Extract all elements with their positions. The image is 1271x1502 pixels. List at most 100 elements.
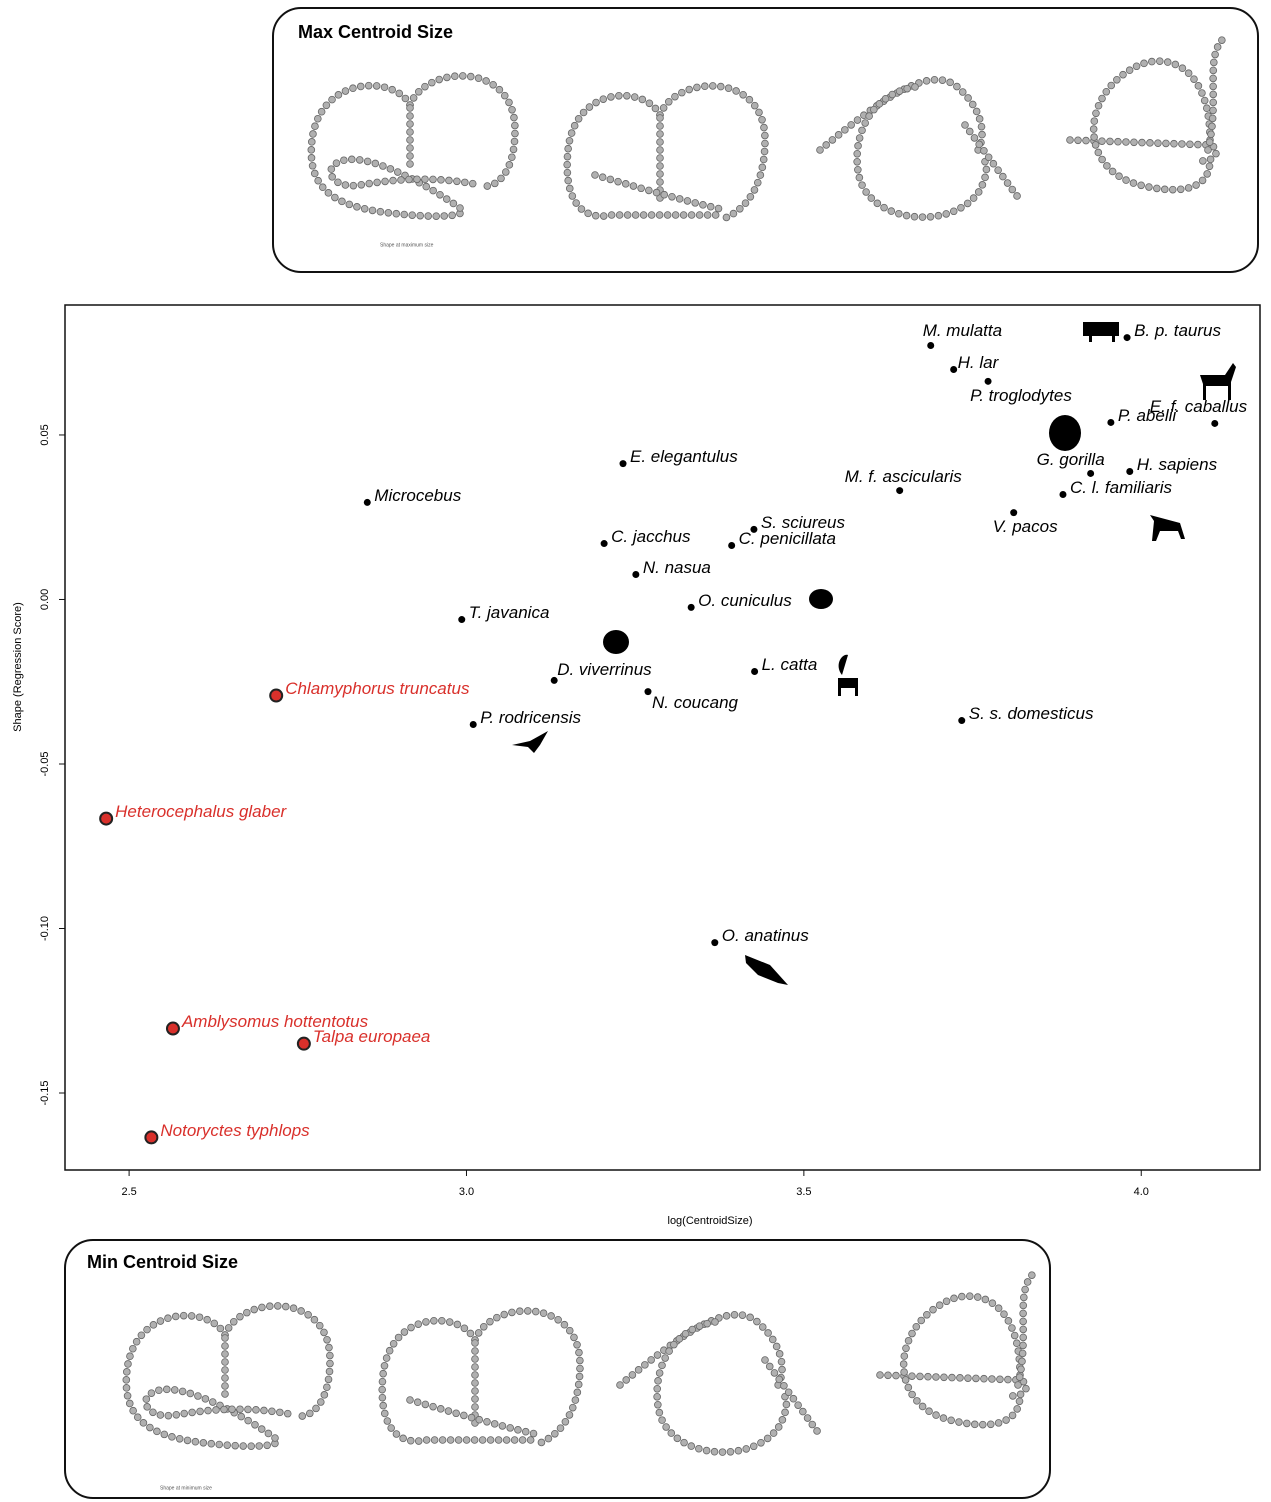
landmark bbox=[363, 157, 372, 166]
point bbox=[644, 688, 652, 696]
x-axis-label: log(CentroidSize) bbox=[668, 1215, 753, 1227]
landmark bbox=[1206, 155, 1215, 164]
landmark bbox=[599, 212, 608, 220]
landmark bbox=[565, 137, 574, 145]
landmark bbox=[781, 1408, 789, 1417]
landmark bbox=[406, 136, 414, 144]
landmark bbox=[409, 94, 418, 102]
landmark bbox=[373, 178, 381, 187]
landmark bbox=[1210, 58, 1218, 67]
landmark bbox=[153, 1427, 161, 1436]
landmark bbox=[1207, 130, 1215, 139]
landmark bbox=[505, 161, 514, 169]
dog-icon bbox=[1150, 515, 1185, 541]
landmark bbox=[1178, 140, 1186, 148]
landmark bbox=[1019, 1309, 1027, 1318]
landmark bbox=[722, 213, 731, 222]
platypus-icon bbox=[745, 955, 788, 985]
landmark bbox=[742, 1445, 751, 1453]
landmark bbox=[670, 1340, 678, 1349]
landmark bbox=[244, 1405, 252, 1414]
landmark bbox=[994, 166, 1002, 174]
landmark bbox=[702, 1446, 711, 1455]
landmark bbox=[760, 123, 768, 132]
landmark bbox=[746, 1313, 754, 1322]
landmark bbox=[508, 1308, 516, 1317]
landmark bbox=[948, 1373, 956, 1382]
landmark bbox=[847, 121, 855, 129]
landmark bbox=[1129, 179, 1138, 187]
landmark bbox=[703, 211, 712, 219]
landmark bbox=[1194, 82, 1203, 90]
landmark bbox=[755, 108, 763, 117]
landmark bbox=[509, 145, 518, 154]
landmark bbox=[904, 1336, 913, 1345]
landmark bbox=[665, 1347, 673, 1355]
landmark bbox=[379, 1369, 387, 1378]
landmark bbox=[471, 1347, 479, 1355]
landmark bbox=[988, 1299, 997, 1308]
landmark bbox=[440, 212, 448, 220]
landmark bbox=[486, 1317, 494, 1326]
point-label: O. cuniculus bbox=[698, 591, 792, 610]
landmark bbox=[445, 176, 453, 185]
point bbox=[1123, 334, 1131, 342]
landmark bbox=[978, 1420, 987, 1429]
landmark bbox=[297, 1307, 305, 1315]
landmark bbox=[615, 91, 623, 100]
landmark bbox=[516, 1307, 524, 1316]
landmark bbox=[1098, 155, 1106, 164]
landmark bbox=[221, 1334, 229, 1342]
landmark bbox=[930, 75, 939, 84]
landmark bbox=[170, 1386, 179, 1394]
landmark bbox=[1090, 133, 1098, 141]
landmark bbox=[706, 202, 715, 211]
landmark bbox=[1091, 141, 1100, 149]
landmark bbox=[799, 1407, 807, 1416]
landmark bbox=[123, 1391, 132, 1400]
landmark bbox=[345, 200, 354, 209]
landmark bbox=[1015, 1397, 1024, 1406]
landmark bbox=[1140, 59, 1148, 68]
landmark bbox=[266, 1302, 274, 1311]
landmark bbox=[623, 92, 631, 100]
landmark bbox=[641, 1361, 649, 1369]
landmark bbox=[1168, 185, 1177, 194]
landmark bbox=[1119, 70, 1127, 79]
landmark bbox=[500, 1310, 509, 1319]
point bbox=[1010, 509, 1018, 517]
point bbox=[296, 1036, 311, 1051]
landmark bbox=[703, 1319, 711, 1328]
landmark bbox=[414, 1437, 423, 1445]
landmark bbox=[681, 1329, 690, 1338]
y-tick-label: 0.05 bbox=[39, 424, 51, 445]
landmark bbox=[1218, 36, 1226, 44]
landmark bbox=[574, 1380, 583, 1389]
landmark bbox=[768, 1335, 777, 1344]
rabbit-icon bbox=[809, 589, 833, 609]
landmark bbox=[576, 1364, 584, 1373]
landmark bbox=[656, 154, 664, 162]
landmark bbox=[376, 207, 385, 216]
landmark bbox=[741, 199, 750, 207]
landmark bbox=[191, 1437, 200, 1446]
landmark bbox=[981, 1295, 990, 1304]
outline-shape bbox=[378, 1307, 584, 1447]
landmark bbox=[1090, 117, 1099, 125]
landmark bbox=[1098, 94, 1106, 103]
landmark bbox=[456, 204, 464, 212]
landmark bbox=[858, 126, 866, 135]
landmark bbox=[220, 1405, 228, 1414]
landmark bbox=[129, 1406, 137, 1415]
landmark bbox=[739, 90, 747, 99]
landmark bbox=[758, 163, 767, 172]
landmark bbox=[385, 1346, 394, 1355]
landmark bbox=[916, 1372, 924, 1381]
landmark bbox=[592, 98, 600, 107]
landmark bbox=[1192, 181, 1200, 189]
landmark bbox=[1008, 1324, 1016, 1332]
landmark bbox=[981, 173, 989, 182]
possum-icon bbox=[603, 630, 629, 654]
landmark bbox=[775, 1375, 783, 1384]
landmark bbox=[328, 173, 336, 181]
